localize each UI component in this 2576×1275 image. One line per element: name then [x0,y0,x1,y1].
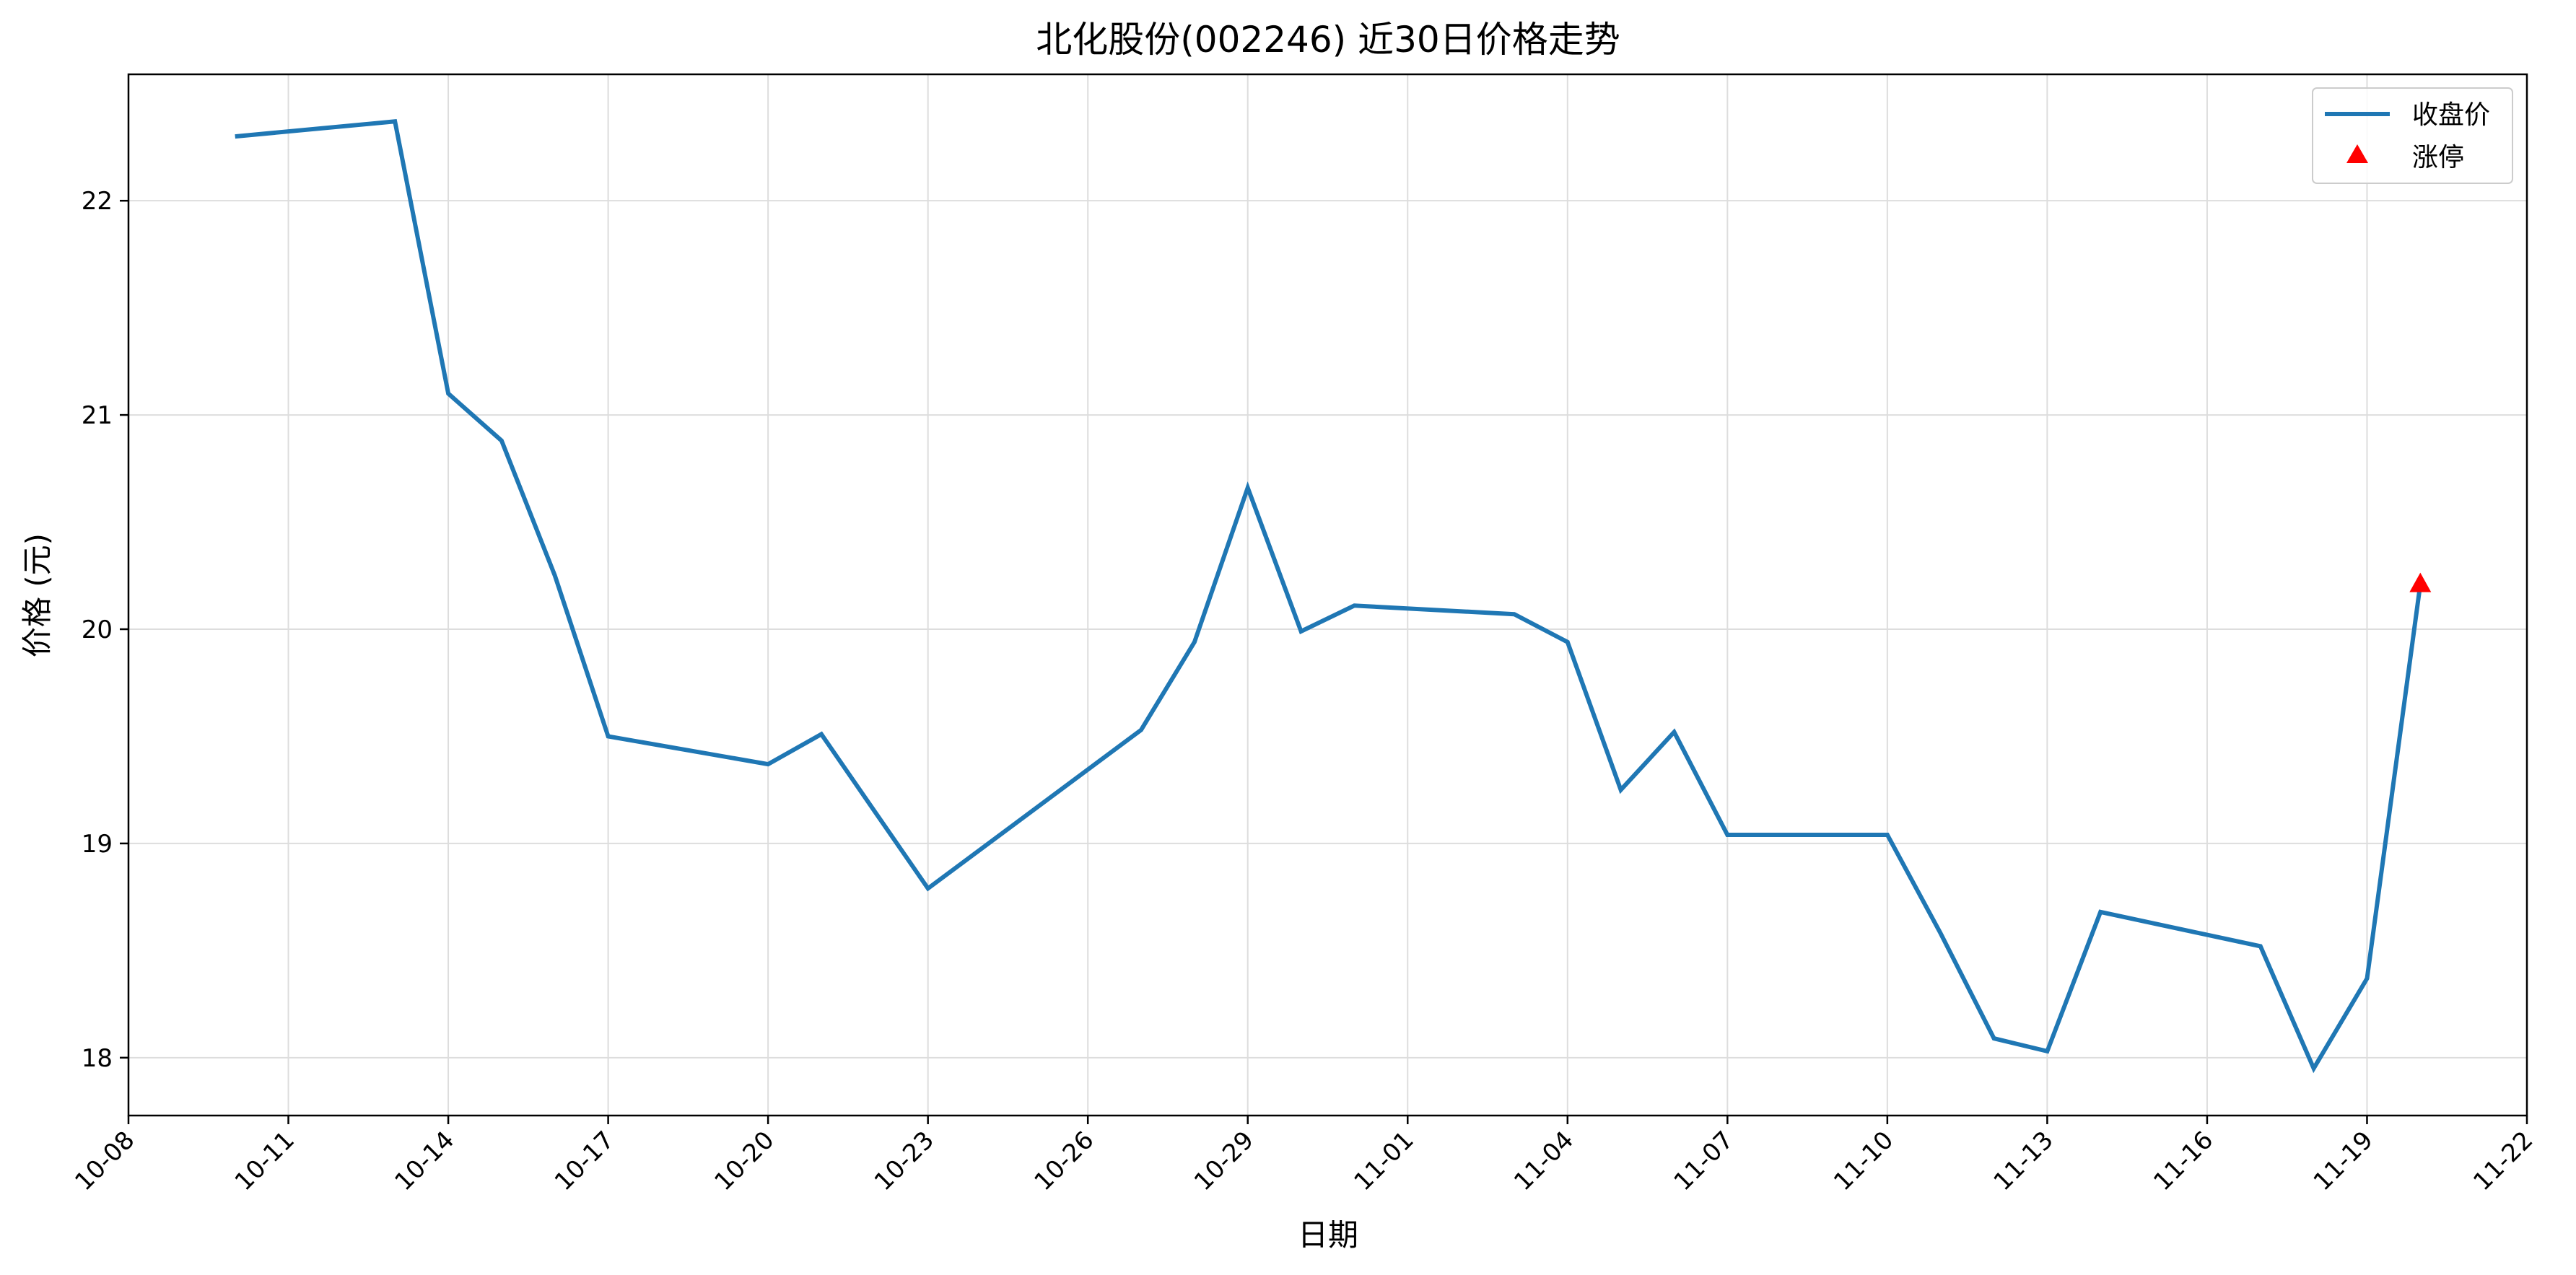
close-price-point [2258,944,2263,948]
data-series [233,119,2432,1074]
y-tick-label: 20 [82,615,113,644]
close-price-point [766,762,770,766]
close-price-point [393,119,397,123]
close-price-point [233,134,237,139]
legend-label-limit-up: 涨停 [2412,143,2464,172]
close-price-point [446,391,450,395]
close-price-point [1672,730,1676,735]
limit-up-marker [2409,572,2432,592]
close-price-point [1352,603,1356,608]
close-price-point [1725,833,1729,837]
close-price-point [2045,1049,2049,1053]
y-tick-label: 22 [82,187,113,216]
x-axis-title: 日期 [1298,1217,1358,1253]
close-price-point [499,439,504,443]
y-tick-label: 21 [82,401,113,430]
close-price-point [1992,1036,1996,1040]
close-price-point [2365,976,2369,981]
close-price-point [1246,486,1250,490]
close-price-point [553,574,557,578]
close-price-point [1512,612,1516,616]
close-price-point [1566,640,1570,644]
close-price-point [1299,629,1304,634]
close-price-point [819,732,824,736]
close-price-point [2098,910,2103,914]
close-price-point [926,886,930,890]
y-axis-title: 价格 (元) [19,533,55,657]
legend: 收盘价 涨停 [2312,87,2513,184]
close-price-point [1139,728,1143,732]
y-tick-label: 19 [82,830,113,859]
close-price-point [1885,833,1890,837]
close-price-point [873,809,877,813]
close-price-line [235,119,2423,1074]
close-price-point [1192,640,1197,644]
plot-frame [127,73,2528,1117]
legend-label-close: 收盘价 [2412,100,2490,130]
grid-lines [128,74,2528,1116]
close-price-point [2312,1066,2316,1071]
y-tick-label: 18 [82,1044,113,1073]
close-price-point [1939,932,1943,936]
legend-triangle-swatch [2346,144,2368,163]
chart-title: 北化股份(002246) 近30日价格走势 [1036,19,1620,61]
close-price-point [606,734,611,738]
close-price-point [1619,788,1623,792]
